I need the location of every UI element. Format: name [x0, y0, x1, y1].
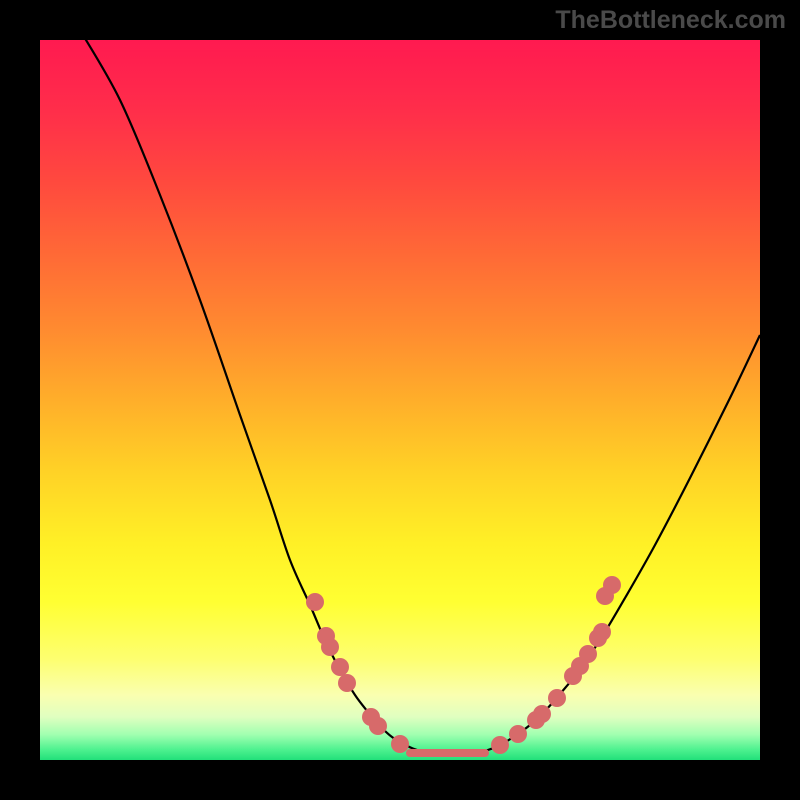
- data-marker: [509, 725, 527, 743]
- data-marker: [306, 593, 324, 611]
- data-marker: [579, 645, 597, 663]
- data-marker: [533, 705, 551, 723]
- data-marker: [321, 638, 339, 656]
- data-marker: [548, 689, 566, 707]
- watermark-text: TheBottleneck.com: [555, 6, 786, 35]
- data-marker: [369, 717, 387, 735]
- data-markers: [40, 40, 760, 760]
- markers-right-group: [491, 576, 621, 754]
- plot-area: [40, 40, 760, 760]
- data-marker: [603, 576, 621, 594]
- data-marker: [338, 674, 356, 692]
- data-marker: [491, 736, 509, 754]
- data-marker: [391, 735, 409, 753]
- markers-left-group: [306, 593, 409, 753]
- data-marker: [593, 623, 611, 641]
- data-marker: [331, 658, 349, 676]
